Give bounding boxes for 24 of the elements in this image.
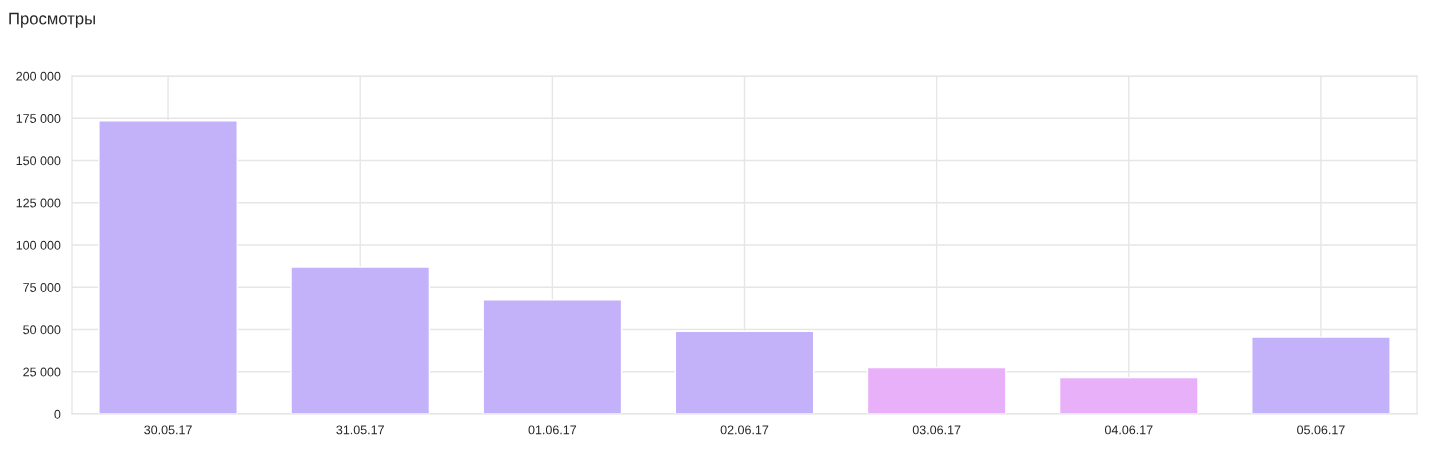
- chart-title: Просмотры: [9, 12, 95, 28]
- y-tick-label: 125 000: [16, 198, 61, 208]
- y-tick-label: 200 000: [16, 71, 61, 81]
- y-tick-label: 175 000: [16, 114, 61, 123]
- x-tick-label: 04.06.17: [1104, 425, 1153, 435]
- x-tick-label: 02.06.17: [720, 425, 769, 435]
- bar: [1058, 376, 1199, 414]
- y-tick-label: 100 000: [16, 240, 61, 250]
- y-tick-label: 50 000: [23, 325, 61, 335]
- y-tick-label: 75 000: [23, 283, 61, 292]
- bar: [1251, 336, 1391, 414]
- bar: [674, 330, 815, 414]
- x-tick-label: 05.06.17: [1297, 425, 1345, 435]
- y-tick-label: 0: [54, 409, 61, 419]
- x-tick-label: 30.05.17: [144, 425, 192, 435]
- y-tick-label: 150 000: [16, 156, 61, 166]
- y-tick-label: 25 000: [23, 367, 61, 377]
- x-tick-label: 31.05.17: [336, 425, 384, 435]
- bar: [482, 299, 623, 414]
- x-tick-label: 01.06.17: [528, 425, 577, 435]
- bar: [290, 266, 431, 414]
- bar: [866, 366, 1007, 414]
- bar: [98, 120, 238, 414]
- x-tick-label: 03.06.17: [912, 425, 961, 435]
